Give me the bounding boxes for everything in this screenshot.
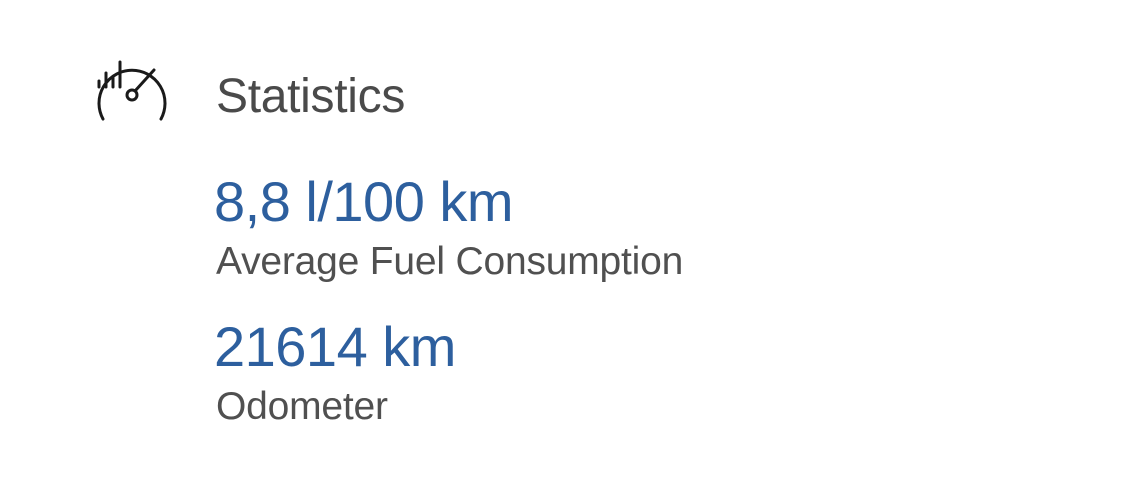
- odometer-label: Odometer: [216, 385, 388, 428]
- odometer-value: 21614 km: [214, 315, 456, 378]
- average-fuel-consumption-value: 8,8 l/100 km: [214, 170, 514, 233]
- speedometer-icon: [97, 60, 167, 121]
- statistics-title: Statistics: [216, 70, 406, 123]
- average-fuel-consumption-label: Average Fuel Consumption: [216, 240, 684, 283]
